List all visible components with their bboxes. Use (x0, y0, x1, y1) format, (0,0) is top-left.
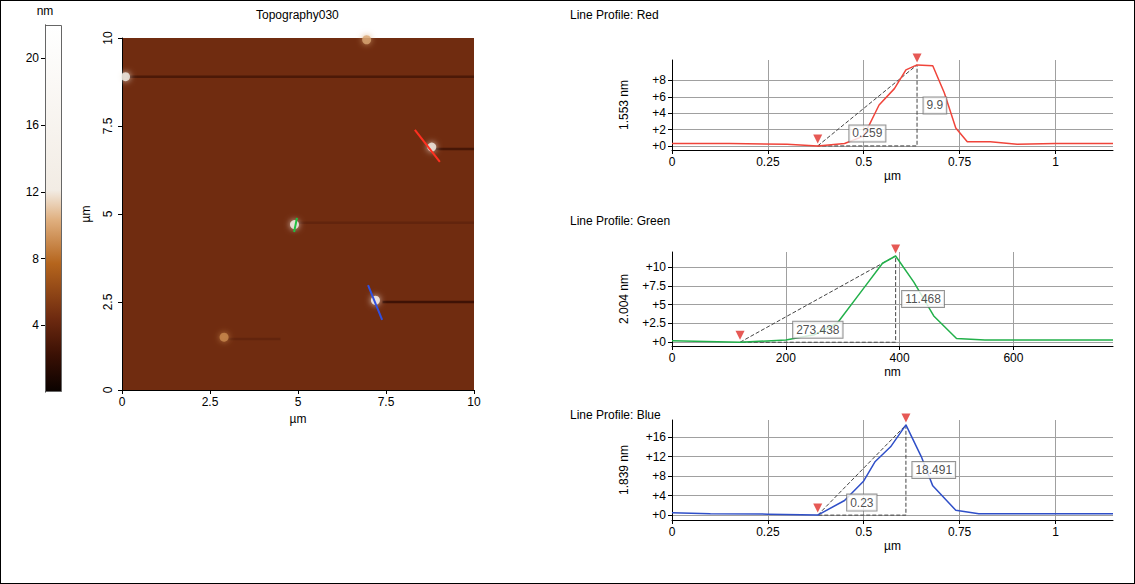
svg-text:+8: +8 (652, 73, 666, 87)
svg-text:9.9: 9.9 (927, 98, 944, 112)
svg-text:0.23: 0.23 (850, 496, 874, 510)
svg-text:Line Profile: Red: Line Profile: Red (570, 8, 659, 22)
svg-text:0.75: 0.75 (948, 525, 972, 539)
svg-text:16: 16 (26, 118, 40, 132)
svg-text:1: 1 (1052, 525, 1059, 539)
svg-text:273.438: 273.438 (796, 323, 840, 337)
svg-text:400: 400 (890, 351, 910, 365)
svg-text:0.25: 0.25 (756, 155, 780, 169)
svg-text:0: 0 (669, 351, 676, 365)
svg-text:0: 0 (669, 525, 676, 539)
svg-text:0.259: 0.259 (852, 126, 882, 140)
svg-text:+5: +5 (652, 298, 666, 312)
svg-text:+16: +16 (646, 430, 667, 444)
svg-text:2.5: 2.5 (202, 395, 219, 409)
svg-text:1.553 nm: 1.553 nm (617, 80, 631, 130)
svg-text:600: 600 (1003, 351, 1023, 365)
svg-text:2.004 nm: 2.004 nm (617, 274, 631, 324)
svg-text:µm: µm (79, 206, 93, 223)
svg-text:nm: nm (37, 4, 54, 18)
svg-text:+4: +4 (652, 489, 666, 503)
svg-text:+2: +2 (652, 123, 666, 137)
svg-text:1: 1 (1052, 155, 1059, 169)
svg-text:2.5: 2.5 (101, 293, 115, 310)
svg-text:µm: µm (290, 412, 307, 426)
svg-text:Line Profile: Blue: Line Profile: Blue (570, 408, 661, 422)
svg-text:20: 20 (26, 51, 40, 65)
svg-text:+0: +0 (652, 139, 666, 153)
svg-text:200: 200 (776, 351, 796, 365)
svg-text:+7.5: +7.5 (642, 279, 666, 293)
svg-text:7.5: 7.5 (378, 395, 395, 409)
svg-text:nm: nm (884, 365, 901, 379)
svg-text:8: 8 (32, 252, 39, 266)
svg-text:0.25: 0.25 (756, 525, 780, 539)
svg-text:0.5: 0.5 (855, 525, 872, 539)
svg-text:+6: +6 (652, 90, 666, 104)
svg-text:0: 0 (119, 395, 126, 409)
svg-text:Line Profile: Green: Line Profile: Green (570, 214, 670, 228)
svg-text:10: 10 (101, 31, 115, 45)
svg-text:Topography030: Topography030 (256, 8, 339, 22)
svg-text:4: 4 (32, 318, 39, 332)
svg-text:11.468: 11.468 (905, 292, 941, 306)
svg-text:+10: +10 (646, 260, 667, 274)
svg-text:µm: µm (884, 169, 901, 183)
svg-text:0.5: 0.5 (855, 155, 872, 169)
svg-text:12: 12 (26, 185, 40, 199)
svg-text:+8: +8 (652, 469, 666, 483)
svg-text:18.491: 18.491 (915, 463, 952, 477)
svg-text:+0: +0 (652, 335, 666, 349)
svg-text:+12: +12 (646, 450, 667, 464)
svg-text:1.839 nm: 1.839 nm (617, 445, 631, 495)
svg-text:0.75: 0.75 (948, 155, 972, 169)
svg-text:+0: +0 (652, 508, 666, 522)
svg-text:5: 5 (295, 395, 302, 409)
svg-text:7.5: 7.5 (101, 117, 115, 134)
svg-text:5: 5 (101, 210, 115, 217)
svg-text:+2.5: +2.5 (642, 316, 666, 330)
svg-text:0: 0 (669, 155, 676, 169)
svg-text:µm: µm (884, 539, 901, 553)
svg-text:10: 10 (467, 395, 481, 409)
svg-text:+4: +4 (652, 106, 666, 120)
svg-text:0: 0 (101, 386, 115, 393)
